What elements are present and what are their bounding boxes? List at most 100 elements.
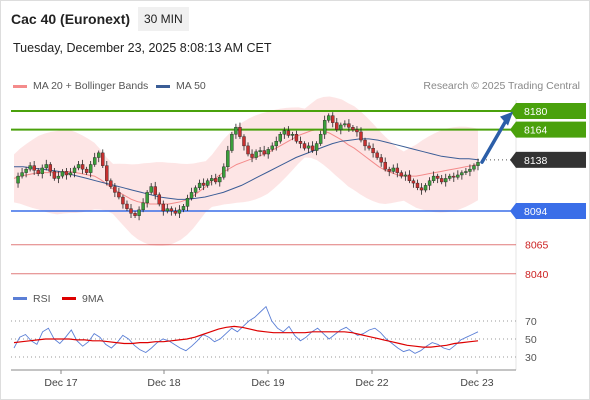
candle-body (197, 182, 202, 188)
candle-body (165, 208, 170, 212)
candle-body (439, 178, 444, 183)
candle-body (435, 175, 440, 179)
candle-body (452, 175, 456, 178)
candle-body (266, 149, 270, 155)
level-tag-pointer-8180 (510, 103, 516, 119)
candle-body (169, 208, 174, 212)
rsi-level-label-50: 50 (525, 334, 537, 346)
candle-body (76, 164, 81, 169)
candle-body (274, 141, 278, 147)
candle-body (60, 171, 65, 177)
candle-body (193, 187, 198, 193)
level-tag-8138 (516, 151, 586, 168)
candle-body (411, 180, 416, 184)
candle-body (157, 194, 161, 205)
candle-body (92, 157, 97, 165)
candle-body (161, 203, 165, 212)
legend-ma20-label: MA 20 + Bollinger Bands (33, 80, 149, 92)
candle-body (137, 209, 141, 216)
candle-body (28, 165, 32, 170)
candle-body (335, 122, 339, 130)
candle-body (460, 172, 464, 176)
candle-body (343, 123, 347, 126)
candle-body (468, 168, 472, 172)
candle-body (40, 167, 44, 174)
level-tag-8164 (516, 121, 586, 138)
candle-body (68, 172, 73, 176)
rsi-legend-label: RSI (33, 293, 51, 305)
timestamp: Tuesday, December 23, 2025 8:08:13 AM CE… (13, 41, 272, 55)
candle-body (44, 164, 48, 169)
candle-body (80, 164, 85, 170)
candle-body (431, 175, 436, 181)
candle-body (310, 145, 315, 151)
candle-body (149, 186, 153, 193)
candle-body (133, 213, 137, 216)
candle-body (242, 136, 246, 147)
candle-body (32, 165, 36, 171)
candle-body (472, 165, 476, 170)
candle-body (270, 145, 274, 150)
rsi-level-label-30: 30 (525, 352, 537, 364)
candle-body (153, 186, 157, 195)
candle-body (359, 131, 363, 141)
candle-body (105, 165, 109, 181)
candle-body (347, 123, 351, 128)
candle-body (189, 192, 194, 199)
level-label-8180: 8180 (524, 106, 548, 118)
level-label-8164: 8164 (524, 125, 548, 137)
credit-text: Research © 2025 Trading Central (423, 80, 580, 92)
candle-body (379, 157, 383, 163)
candle-body (387, 168, 391, 172)
candle-body (222, 166, 226, 178)
candle-body (181, 206, 186, 211)
legend-ma20: MA 20 + Bollinger Bands (13, 80, 148, 92)
candle-body (254, 151, 258, 158)
rsi-level-label-70: 70 (525, 316, 537, 328)
candle-body (109, 180, 113, 187)
candle-body (331, 115, 335, 123)
candle-body (230, 134, 234, 151)
candle-body (56, 175, 61, 179)
legend-ma50-label: MA 50 (176, 80, 206, 92)
period-badge[interactable]: 30 MIN (138, 7, 189, 31)
candle-body (97, 152, 101, 158)
legend-ma50-swatch (156, 84, 170, 88)
ma50-line (14, 138, 479, 200)
candle-body (24, 168, 28, 173)
candle-body (314, 143, 319, 151)
candle-body (318, 134, 323, 144)
candle-body (101, 152, 105, 166)
candle-body (84, 168, 89, 173)
candle-body (383, 161, 387, 170)
candle-body (407, 174, 412, 181)
candle-body (185, 198, 190, 207)
level-tag-8094 (516, 203, 586, 219)
forecast-arrow-head (500, 111, 513, 126)
x-tick-label: Dec 18 (147, 377, 180, 389)
candle-body (117, 192, 121, 198)
candle-body (286, 130, 291, 136)
candle-body (298, 141, 303, 144)
candle-body (448, 175, 452, 179)
x-tick-label: Dec 17 (44, 377, 77, 389)
candle-body (367, 145, 371, 149)
candle-body (173, 210, 178, 214)
level-label-8040: 8040 (525, 269, 549, 281)
candle-body (351, 127, 355, 130)
candle-body (48, 164, 53, 172)
candle-body (363, 139, 367, 147)
candle-body (327, 115, 331, 121)
candle-body (218, 177, 222, 183)
candle-body (322, 120, 327, 135)
candle-body (464, 171, 468, 173)
level-tag-pointer-8138 (510, 151, 516, 168)
candle-body (262, 150, 266, 155)
level-tag-pointer-8164 (510, 121, 516, 138)
legend-ma50: MA 50 (156, 80, 206, 92)
candle-body (234, 127, 238, 135)
x-tick-label: Dec 22 (355, 377, 388, 389)
x-tick-label: Dec 19 (251, 377, 284, 389)
candle-body (177, 209, 182, 214)
